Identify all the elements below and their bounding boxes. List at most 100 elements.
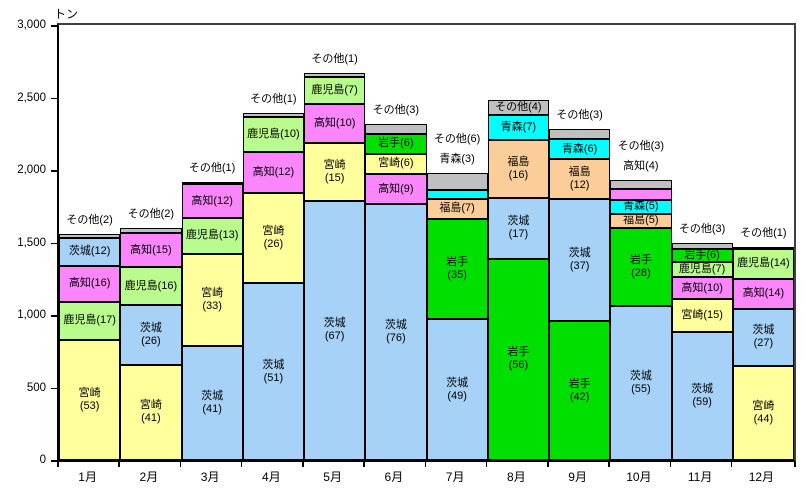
- y-axis-tick: [51, 25, 57, 27]
- segment-label: 茨城 (17): [507, 215, 530, 241]
- x-axis-tick: [118, 462, 120, 467]
- segment-label: 高知(12): [252, 165, 295, 178]
- outside-segment-labels: その他(2): [120, 204, 181, 224]
- segment-label: 茨城 (76): [384, 319, 407, 345]
- x-axis-category-label: 2月: [139, 470, 159, 484]
- bar-segment: 岩手 (56): [487, 258, 549, 460]
- segment-label: 高知(10): [313, 116, 356, 129]
- bar-segment: 高知(14): [732, 278, 794, 309]
- x-axis-tick: [669, 462, 671, 467]
- x-axis-category-label: 3月: [200, 470, 220, 484]
- bar-segment: 宮崎 (41): [120, 364, 182, 460]
- x-axis-tick: [57, 462, 59, 467]
- segment-label: 茨城 (59): [691, 382, 714, 408]
- bar-segment: 高知(9): [365, 174, 427, 205]
- plot-area: 宮崎 (53) 鹿児島(17) 高知(16) 茨城(12) その他(2) 宮崎 (41) 茨城(…: [57, 23, 796, 462]
- outside-segment-label: 青森(3): [439, 152, 475, 165]
- bar-segment: 宮崎 (53): [59, 340, 121, 460]
- segment-label: 高知(14): [742, 287, 785, 300]
- bar-segment: 茨城 (67): [304, 200, 366, 460]
- outside-segment-label: その他(2): [66, 213, 113, 226]
- outside-segment-labels: その他(1): [304, 49, 365, 69]
- bar-segment: 鹿児島(10): [242, 116, 304, 152]
- segment-label: 鹿児島(7): [678, 263, 726, 276]
- bar-segment: 茨城 (41): [181, 345, 243, 460]
- bar-segment: 宮崎(15): [304, 142, 366, 201]
- outside-segment-label: 高知(4): [623, 160, 659, 173]
- bar-segment: [304, 72, 366, 77]
- y-axis-tick-label: 2,000: [17, 164, 46, 176]
- segment-label: 青森(5): [623, 200, 659, 213]
- outside-segment-labels: その他(3): [365, 100, 426, 120]
- y-axis-unit-label: トン: [54, 7, 79, 21]
- bar-segment: [426, 190, 488, 199]
- bar-segment: 鹿児島(17): [59, 301, 121, 341]
- bar-segment: 鹿児島(7): [304, 76, 366, 104]
- bar-month-7: 茨城 (49) 岩手 (35) 福島(7): [426, 172, 488, 460]
- y-axis-tick-label: 1,500: [17, 236, 46, 249]
- outside-segment-labels: その他(6) 青森(3): [427, 129, 488, 169]
- x-axis-category-label: 7月: [445, 470, 465, 484]
- bar-segment: 宮崎(15): [671, 299, 733, 332]
- x-axis-tick: [608, 462, 610, 467]
- x-axis-category-label: 5月: [323, 470, 342, 484]
- bar-segment: 茨城(12): [59, 238, 121, 266]
- x-axis-category-label: 8月: [507, 470, 526, 484]
- bar-segment: 岩手(6): [365, 133, 427, 154]
- bar-segment: 岩手 (28): [610, 227, 672, 307]
- y-axis-tick-label: 2,500: [17, 91, 46, 104]
- outside-segment-label: その他(1): [250, 93, 297, 106]
- bar-month-6: 茨城 (76) 高知(9) 宮崎(6) 岩手(6): [365, 123, 427, 460]
- bar-month-11: 茨城 (59) 宮崎(15) 高知(10) 鹿児島(7) 岩手(6): [671, 242, 733, 460]
- x-axis-category-label: 4月: [262, 470, 281, 484]
- y-axis-tick: [51, 242, 57, 244]
- bar-segment: 茨城 (27): [732, 308, 794, 367]
- y-axis-tick-label: 1,000: [17, 309, 46, 321]
- bar-segment: [610, 188, 672, 200]
- bar-segment: 福島(5): [610, 213, 672, 228]
- outside-segment-labels: その他(2): [59, 210, 120, 230]
- segment-label: 宮崎(15): [323, 158, 346, 184]
- bar-month-1: 宮崎 (53) 鹿児島(17) 高知(16) 茨城(12): [59, 233, 121, 460]
- x-axis-category-label: 11月: [687, 470, 713, 484]
- x-axis-category-label: 12月: [748, 470, 775, 484]
- bar-segment: [426, 172, 488, 191]
- bar-segment: [671, 242, 733, 250]
- outside-segment-labels: その他(1): [182, 158, 243, 178]
- outside-segment-labels: その他(1): [243, 89, 304, 109]
- bar-segment: [549, 129, 611, 140]
- bar-segment: 福島(7): [426, 198, 488, 219]
- x-axis-tick: [179, 462, 181, 467]
- segment-label: 岩手 (35): [446, 256, 469, 282]
- bar-segment: 鹿児島(13): [181, 217, 243, 255]
- segment-label: 鹿児島(10): [247, 127, 300, 140]
- bar-segment: 茨城 (37): [549, 198, 611, 322]
- segment-label: 茨城 (27): [752, 324, 775, 350]
- outside-segment-label: その他(2): [127, 208, 175, 220]
- y-axis-tick: [51, 460, 57, 462]
- segment-label: 高知(12): [191, 194, 233, 207]
- x-axis-tick: [547, 462, 549, 467]
- x-axis-tick: [730, 462, 733, 467]
- bar-segment: 福島 (16): [487, 139, 549, 198]
- outside-segment-label: その他(3): [556, 109, 603, 122]
- outside-segment-label: その他(1): [740, 226, 787, 239]
- y-axis-tick: [51, 97, 57, 99]
- segment-label: 宮崎 (26): [262, 225, 285, 251]
- bar-segment: 岩手(6): [671, 249, 733, 263]
- x-axis-category-label: 9月: [568, 470, 587, 484]
- x-axis-category-label: 10月: [626, 470, 652, 484]
- segment-label: 茨城 (55): [629, 370, 652, 396]
- x-axis-tick: [363, 462, 365, 467]
- bar-month-9: 岩手 (42) 茨城 (37) 福島 (12) 青森(6): [549, 129, 611, 460]
- y-axis-tick: [51, 387, 57, 389]
- bar-segment: 高知(10): [304, 103, 366, 143]
- bar-segment: 高知(12): [181, 184, 243, 218]
- bar-segment: [242, 113, 304, 117]
- segment-label: 高知(9): [378, 182, 414, 195]
- segment-label: 岩手 (56): [507, 346, 530, 372]
- segment-label: 鹿児島(16): [124, 279, 178, 292]
- x-axis-tick: [302, 462, 304, 467]
- segment-label: 福島 (16): [507, 155, 530, 181]
- x-axis-tick: [794, 462, 796, 467]
